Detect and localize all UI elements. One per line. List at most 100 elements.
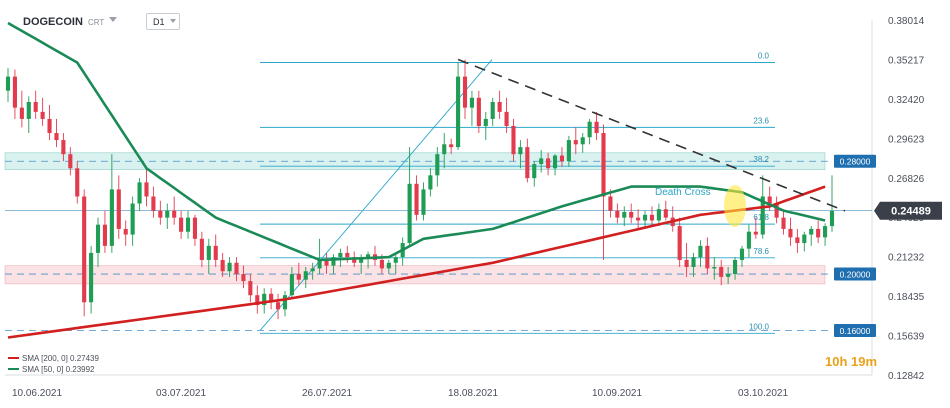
candle-body bbox=[47, 118, 52, 134]
candle-body bbox=[809, 228, 814, 235]
candle-body bbox=[476, 97, 481, 126]
x-tick-label: 03.07.2021 bbox=[156, 388, 206, 399]
candle-body bbox=[816, 228, 821, 238]
x-tick-label: 18.08.2021 bbox=[448, 388, 498, 399]
candle-body bbox=[601, 133, 606, 197]
candle-body bbox=[19, 107, 24, 119]
candle-body bbox=[324, 259, 329, 266]
y-tick-label: 0.29623 bbox=[888, 134, 925, 145]
candle-body bbox=[615, 210, 620, 218]
candle-body bbox=[642, 214, 648, 221]
x-tick-label: 10.09.2021 bbox=[592, 388, 642, 399]
x-tick-label: 10.06.2021 bbox=[12, 388, 62, 399]
candle-timer: 10h 19m bbox=[825, 354, 878, 369]
candle-body bbox=[303, 271, 308, 280]
candle-body bbox=[255, 295, 260, 306]
candle-body bbox=[705, 245, 710, 269]
fib-diagonal-line bbox=[259, 59, 493, 331]
symbol-label[interactable]: DOGECOIN bbox=[23, 16, 83, 28]
current-price-label: 0.24489 bbox=[891, 206, 931, 218]
candle-body bbox=[636, 217, 641, 221]
candle-body bbox=[760, 196, 765, 235]
fib-label: 23.6 bbox=[753, 116, 769, 125]
y-tick-label: 0.32420 bbox=[888, 95, 925, 106]
candle-body bbox=[663, 209, 668, 218]
candle-body bbox=[317, 259, 322, 269]
candle-body bbox=[566, 140, 571, 162]
candle-body bbox=[144, 182, 149, 197]
candle-body bbox=[829, 210, 835, 227]
legend-sma200-text: SMA [200, 0] 0.27439 bbox=[22, 354, 99, 363]
candle-body bbox=[310, 268, 315, 272]
candle-body bbox=[435, 154, 440, 176]
chevron-down-icon bbox=[170, 19, 176, 23]
candle-body bbox=[179, 217, 184, 232]
candle-body bbox=[206, 245, 211, 260]
candle-body bbox=[151, 196, 156, 211]
timeframe-label: D1 bbox=[153, 17, 165, 27]
candle-body bbox=[379, 259, 384, 269]
candle-body bbox=[580, 137, 585, 145]
candle-body bbox=[213, 245, 218, 260]
candle-body bbox=[421, 189, 426, 215]
candle-body bbox=[795, 237, 800, 244]
candle-body bbox=[269, 293, 274, 303]
legend-sma50[interactable]: SMA [50, 0] 0.23992 bbox=[8, 364, 99, 375]
candle-body bbox=[719, 266, 724, 277]
death-cross-marker bbox=[724, 185, 746, 227]
candle-body bbox=[767, 196, 772, 204]
y-tick-label: 0.12842 bbox=[888, 371, 925, 382]
candle-body bbox=[89, 252, 94, 303]
candle-body bbox=[248, 281, 253, 296]
candle-body bbox=[123, 228, 128, 235]
candle-body bbox=[165, 210, 170, 218]
candle-body bbox=[469, 97, 474, 108]
candle-body bbox=[352, 257, 357, 263]
candle-body bbox=[483, 118, 488, 126]
sma200-swatch-icon bbox=[8, 357, 19, 359]
level-label-box bbox=[834, 323, 876, 337]
y-tick-label: 0.38014 bbox=[888, 16, 925, 27]
candle-body bbox=[414, 183, 419, 215]
candle-body bbox=[726, 274, 731, 277]
timeframe-select[interactable]: D1 bbox=[146, 13, 180, 30]
fib-label: 0.0 bbox=[758, 52, 770, 61]
candle-body bbox=[746, 231, 751, 249]
y-tick-label: 0.35217 bbox=[888, 55, 925, 66]
sma50-swatch-icon bbox=[8, 368, 19, 370]
fib-label: 100.0 bbox=[749, 322, 770, 331]
candle-body bbox=[546, 158, 551, 169]
y-tick-label: 0.21232 bbox=[888, 253, 925, 264]
y-tick-label: 0.26826 bbox=[888, 174, 925, 185]
legend-sma200[interactable]: SMA [200, 0] 0.27439 bbox=[8, 353, 99, 364]
candle-body bbox=[649, 214, 655, 221]
candle-body bbox=[54, 133, 59, 141]
candle-body bbox=[552, 155, 558, 169]
candle-body bbox=[75, 168, 80, 197]
candle-body bbox=[282, 295, 288, 310]
candle-body bbox=[241, 274, 246, 282]
level-label: 0.16000 bbox=[840, 326, 871, 336]
candle-body bbox=[428, 175, 433, 190]
candle-body bbox=[684, 259, 689, 267]
candle-body bbox=[511, 125, 516, 155]
candle-body bbox=[192, 217, 198, 239]
fib-label: 78.6 bbox=[753, 247, 769, 256]
candle-body bbox=[698, 245, 703, 258]
chart-toolbar: DOGECOIN CRT D1 bbox=[0, 0, 200, 34]
candle-body bbox=[68, 154, 73, 169]
candle-body bbox=[331, 257, 336, 266]
candle-body bbox=[137, 182, 142, 204]
candle-body bbox=[95, 224, 101, 253]
candle-body bbox=[449, 144, 454, 148]
candle-body bbox=[262, 293, 267, 306]
candle-body bbox=[490, 101, 495, 119]
candle-body bbox=[82, 196, 87, 303]
candle-body bbox=[40, 111, 45, 119]
candle-body bbox=[573, 140, 578, 145]
candle-body bbox=[386, 262, 391, 269]
chevron-down-icon[interactable] bbox=[109, 17, 117, 22]
trendline bbox=[457, 58, 846, 212]
candle-body bbox=[823, 226, 828, 238]
